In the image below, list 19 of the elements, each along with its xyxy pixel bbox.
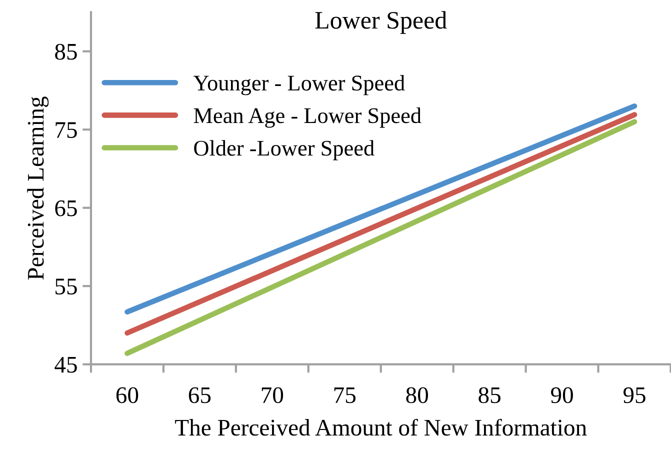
x-tick-label: 80 xyxy=(406,387,428,404)
x-tick-label: 85 xyxy=(478,387,500,404)
x-tick-label: 95 xyxy=(623,387,646,404)
legend-label: Mean Age - Lower Speed xyxy=(194,108,422,128)
legend-label: Younger - Lower Speed xyxy=(193,74,405,96)
y-tick-label: 85 xyxy=(55,44,77,60)
x-tick-label: 90 xyxy=(550,387,573,404)
y-tick-label: 45 xyxy=(54,356,77,373)
x-tick-label: 70 xyxy=(262,387,284,404)
x-tick-label: 75 xyxy=(334,387,356,404)
y-axis-title: Perceived Learning xyxy=(27,96,49,280)
legend-label: Older -Lower Speed xyxy=(194,140,374,160)
x-axis-title: The Perceived Amount of New Information xyxy=(175,418,587,436)
x-tick-label: 60 xyxy=(116,387,138,404)
y-tick-label: 75 xyxy=(56,122,77,138)
y-tick-label: 65 xyxy=(55,200,77,216)
chart-title: Lower Speed xyxy=(315,11,447,34)
x-tick-label: 65 xyxy=(188,387,211,404)
y-tick-label: 55 xyxy=(56,278,77,294)
